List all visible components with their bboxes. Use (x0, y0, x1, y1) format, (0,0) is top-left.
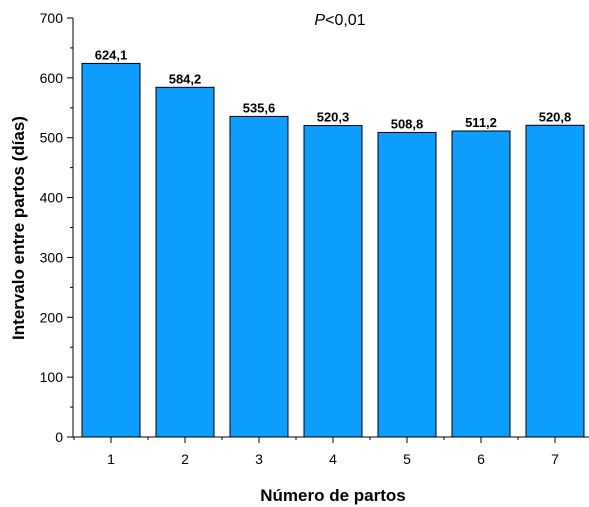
value-label-6: 511,2 (465, 115, 497, 130)
value-label-7: 520,8 (539, 109, 572, 124)
bar-7 (525, 124, 585, 438)
bar-5 (377, 131, 437, 438)
y-axis-title: Intervalo entre partos (días) (9, 116, 28, 340)
x-tick-label-1: 1 (107, 451, 115, 467)
value-label-3: 535,6 (243, 100, 276, 115)
y-tick-label-100: 100 (40, 369, 64, 385)
annotation-prefix: P (314, 12, 325, 29)
bar-1 (81, 62, 141, 438)
x-tick-label-6: 6 (477, 451, 485, 467)
y-tick-label-500: 500 (40, 130, 64, 146)
value-label-5: 508,8 (391, 116, 424, 131)
bars-group (81, 62, 585, 438)
value-label-4: 520,3 (317, 110, 350, 125)
x-tick-label-3: 3 (255, 451, 263, 467)
x-tick-label-2: 2 (181, 451, 189, 467)
y-tick-label-400: 400 (40, 190, 64, 206)
y-tick-label-700: 700 (40, 10, 64, 26)
x-tick-label-5: 5 (403, 451, 411, 467)
x-tick-label-7: 7 (551, 451, 559, 467)
bar-6 (451, 130, 511, 438)
y-tick-label-600: 600 (40, 70, 64, 86)
y-tick-label-0: 0 (55, 429, 63, 445)
x-axis: 1 2 3 4 5 6 7 (73, 436, 589, 467)
y-axis: 0 100 200 300 400 500 600 700 (40, 10, 74, 445)
annotation-text: <0,01 (325, 12, 366, 29)
bar-2 (155, 86, 215, 438)
p-value-annotation: P<0,01 (314, 12, 365, 29)
value-label-1: 624,1 (95, 47, 128, 62)
x-axis-title: Número de partos (260, 486, 405, 505)
x-tick-label-4: 4 (329, 451, 337, 467)
bar-4 (303, 125, 363, 438)
value-labels-group: 624,1 584,2 535,6 520,3 508,8 511,2 520,8 (95, 47, 572, 131)
y-tick-label-200: 200 (40, 309, 64, 325)
value-label-2: 584,2 (169, 71, 202, 86)
y-tick-label-300: 300 (40, 249, 64, 265)
bar-3 (229, 115, 289, 438)
